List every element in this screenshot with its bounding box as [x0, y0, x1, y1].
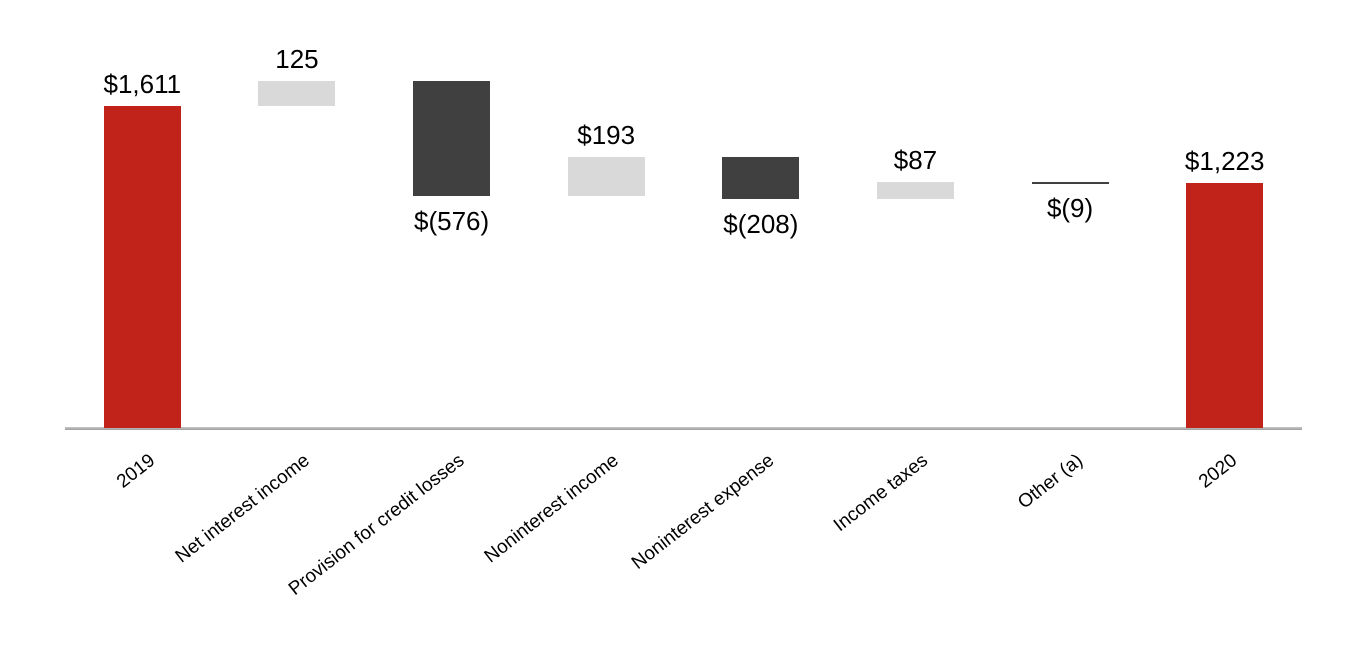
bar-value-label: $1,223	[1184, 146, 1265, 177]
x-axis-tick-label: Noninterest expense	[627, 450, 778, 574]
waterfall-bar-increase	[876, 181, 954, 199]
x-axis-tick-label: Net interest income	[171, 450, 314, 568]
x-axis-tick-label: Provision for credit losses	[284, 450, 469, 600]
x-axis-tick-label: Noninterest income	[481, 450, 624, 568]
waterfall-bar-decrease	[722, 157, 800, 199]
bar-value-label: $(576)	[413, 206, 490, 236]
bar-value-label: $(208)	[723, 209, 799, 239]
bar-value-label: $1,611	[103, 68, 182, 99]
x-axis-tick-label: Other (a)	[1014, 450, 1087, 514]
waterfall-bar-total	[103, 105, 181, 428]
waterfall-bar-decrease	[413, 80, 491, 196]
waterfall-bar-decrease	[1031, 181, 1109, 184]
x-axis-tick-label: 2020	[1195, 450, 1242, 493]
x-axis-line	[65, 427, 1302, 430]
bar-value-label: 125	[275, 43, 319, 74]
waterfall-bar-increase	[258, 80, 336, 106]
x-axis-tick-label: Income taxes	[830, 450, 933, 537]
waterfall-bar-total	[1186, 183, 1264, 428]
bar-value-label: $87	[893, 144, 938, 175]
bar-value-label: $193	[577, 120, 636, 151]
bar-value-label: $(9)	[1046, 193, 1094, 224]
x-axis-tick-label: 2019	[112, 450, 160, 493]
waterfall-bar-increase	[567, 157, 645, 196]
